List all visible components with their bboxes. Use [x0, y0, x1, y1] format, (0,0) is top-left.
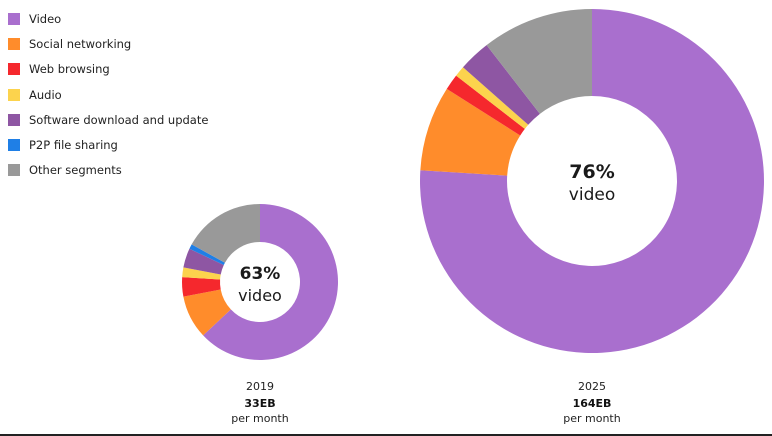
year-label-2025: 2025	[578, 380, 606, 393]
legend-label: Social networking	[29, 36, 132, 51]
legend-item-other-segments: Other segments	[8, 158, 208, 183]
legend-swatch-social-networking	[8, 37, 20, 50]
legend-item-web-browsing: Web browsing	[8, 57, 208, 82]
slice-2025-social-networking	[420, 88, 521, 176]
bottom-divider	[0, 434, 772, 436]
donut-chart-2025: 76% video 2025 164EB per month	[420, 9, 765, 425]
slice-2025-other-segments	[486, 9, 592, 114]
slice-2019-audio	[182, 267, 221, 280]
unit-label-2019: per month	[231, 412, 288, 425]
legend-swatch-p2p-file-sharing	[8, 139, 20, 152]
legend-label: Software download and update	[29, 112, 209, 127]
slices-2025	[420, 9, 765, 353]
donut-chart-2019: 63% video 2019 33EB per month	[181, 204, 338, 425]
center-value-2025: 76%	[569, 161, 614, 183]
slice-2019-software-download-and-update	[183, 248, 224, 275]
legend-item-social-networking: Social networking	[8, 31, 208, 56]
slice-2019-video	[203, 204, 338, 360]
legend-swatch-other-segments	[8, 164, 20, 177]
slices-2019	[181, 204, 338, 360]
legend: Video Social networking Web browsing Aud…	[8, 6, 208, 183]
center-label-2019: video	[238, 286, 282, 305]
legend-item-audio: Audio	[8, 82, 208, 107]
legend-swatch-audio	[8, 88, 20, 101]
center-value-2019: 63%	[240, 264, 281, 284]
legend-item-p2p-file-sharing: P2P file sharing	[8, 132, 208, 157]
legend-swatch-web-browsing	[8, 63, 20, 76]
legend-swatch-video	[8, 12, 20, 25]
legend-label: Audio	[29, 87, 62, 102]
legend-label: Other segments	[29, 163, 122, 178]
volume-label-2019: 33EB	[244, 397, 275, 410]
slice-2019-web-browsing	[181, 277, 221, 297]
center-label-2025: video	[569, 185, 615, 205]
slice-2025-software-download-and-update	[462, 45, 540, 125]
slice-2019-p2p-file-sharing	[189, 244, 225, 265]
legend-item-video: Video	[8, 6, 208, 31]
slice-2019-other-segments	[191, 204, 260, 263]
slice-2019-social-networking	[183, 289, 231, 336]
legend-swatch-software-download	[8, 113, 20, 126]
legend-label: Web browsing	[29, 62, 110, 77]
slice-2025-video	[420, 9, 765, 353]
year-label-2019: 2019	[246, 380, 274, 393]
slice-2025-web-browsing	[446, 75, 525, 136]
unit-label-2025: per month	[563, 412, 620, 425]
legend-label: Video	[29, 11, 62, 26]
slice-2025-audio	[456, 67, 529, 129]
legend-item-software-download: Software download and update	[8, 107, 208, 132]
volume-label-2025: 164EB	[573, 397, 612, 410]
legend-label: P2P file sharing	[29, 138, 118, 153]
